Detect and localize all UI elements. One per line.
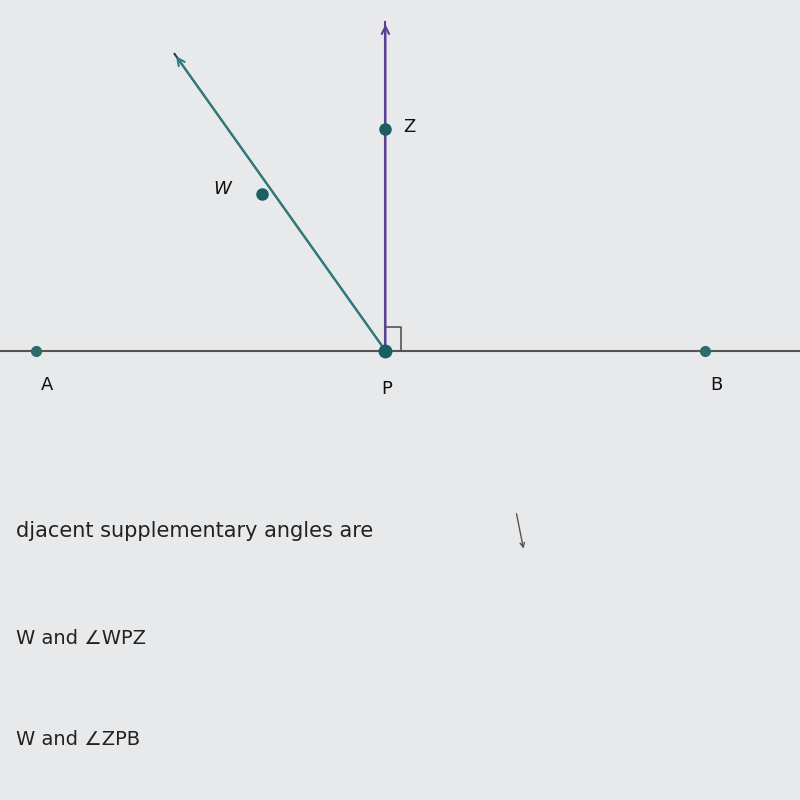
Text: A: A [41, 375, 54, 394]
Text: djacent supplementary angles are: djacent supplementary angles are [16, 522, 374, 541]
Text: B: B [710, 375, 722, 394]
Text: W: W [213, 180, 230, 198]
Text: W and ∠WPZ: W and ∠WPZ [16, 630, 146, 648]
Text: Z: Z [404, 118, 416, 136]
Text: P: P [382, 380, 392, 398]
Text: W and ∠ZPB: W and ∠ZPB [16, 730, 140, 749]
